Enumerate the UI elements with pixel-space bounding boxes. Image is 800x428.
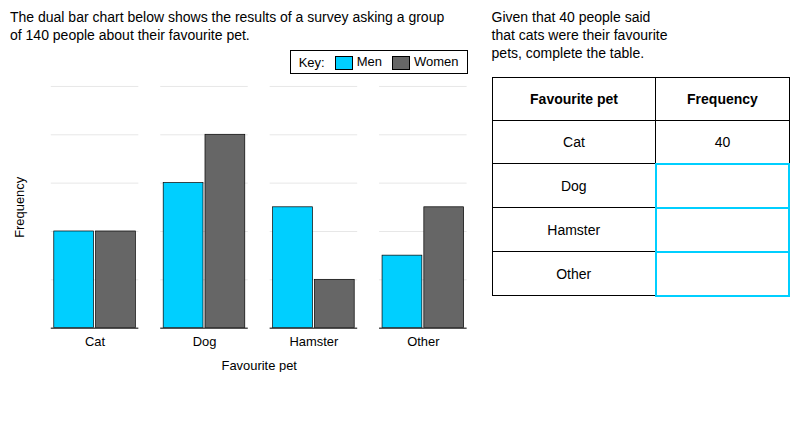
html-text:Dog: Dog — [560, 177, 587, 194]
html-text:40: 40 — [714, 133, 731, 150]
svg-text:Other: Other — [407, 334, 440, 349]
html-text:Hamster: Hamster — [547, 221, 601, 238]
html-text:Cat: Cat — [563, 133, 585, 150]
html-text:Given that 40 people said that: Given that 40 people said that cats were… — [491, 9, 668, 62]
svg-text:Favourite pet: Favourite pet — [221, 358, 297, 372]
svg-text:Cat: Cat — [85, 334, 106, 349]
html-text:Men: Men — [356, 54, 382, 70]
html-text:Key:: Key: — [298, 54, 325, 70]
html-text:Other: Other — [556, 265, 592, 282]
svg-text:Frequency: Frequency — [12, 176, 27, 238]
html-text:Frequency: Frequency — [687, 90, 758, 107]
html-text:Women: Women — [414, 54, 459, 70]
svg-text:Dog: Dog — [193, 334, 217, 349]
html-text:Favourite pet: Favourite pet — [530, 90, 618, 107]
svg-text:Hamster: Hamster — [290, 334, 340, 349]
html-text:The dual bar chart below shows: The dual bar chart below shows the resul… — [10, 9, 445, 44]
